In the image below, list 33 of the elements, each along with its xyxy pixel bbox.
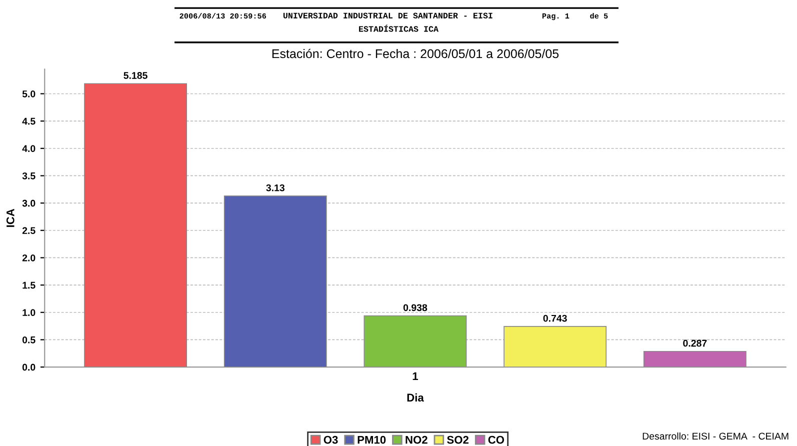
y-tick-label: 4.0: [22, 145, 36, 152]
data-label: 5.185: [124, 72, 148, 79]
y-tick-label: 1.5: [22, 282, 36, 289]
x-axis-title: Dia: [407, 393, 424, 402]
y-tick-label: 1.0: [22, 309, 36, 316]
y-tick-label: 0.5: [22, 336, 36, 344]
legend-label: SO2: [447, 436, 469, 444]
bar: [504, 326, 607, 368]
bar: [224, 196, 327, 368]
legend-label: CO: [488, 436, 504, 444]
data-label: 0.743: [543, 314, 567, 322]
data-label: 3.13: [266, 184, 284, 192]
data-label: 0.938: [403, 304, 428, 312]
chart-title: Estación: Centro - Fecha : 2006/05/01 a 2006/05/05: [272, 48, 559, 58]
text: UNIVERSIDAD INDUSTRIAL DE SANTANDER - EISI: [283, 12, 492, 18]
bar: [84, 83, 187, 368]
y-tick-label: 0.0: [22, 364, 36, 371]
y-axis-title: ICA: [6, 208, 14, 227]
y-tick-label: 4.5: [22, 118, 36, 125]
text: ESTADÍSTICAS ICA: [359, 24, 439, 32]
legend-label: NO2: [406, 436, 428, 444]
y-tick-label: 5.0: [22, 90, 36, 98]
legend-label: PM10: [358, 436, 386, 444]
bar: [643, 350, 746, 368]
text: Desarrollo: EISI - GEMA - CEIAM: [642, 432, 788, 440]
y-tick-label: 2.5: [22, 227, 36, 234]
y-tick-label: 3.0: [22, 200, 36, 207]
data-label: 0.287: [683, 340, 707, 347]
bar: [364, 315, 467, 368]
legend-label: O3: [324, 436, 338, 444]
y-tick-label: 3.5: [22, 172, 36, 180]
x-tick-label: 1: [412, 372, 418, 380]
y-tick-label: 2.0: [22, 254, 36, 262]
